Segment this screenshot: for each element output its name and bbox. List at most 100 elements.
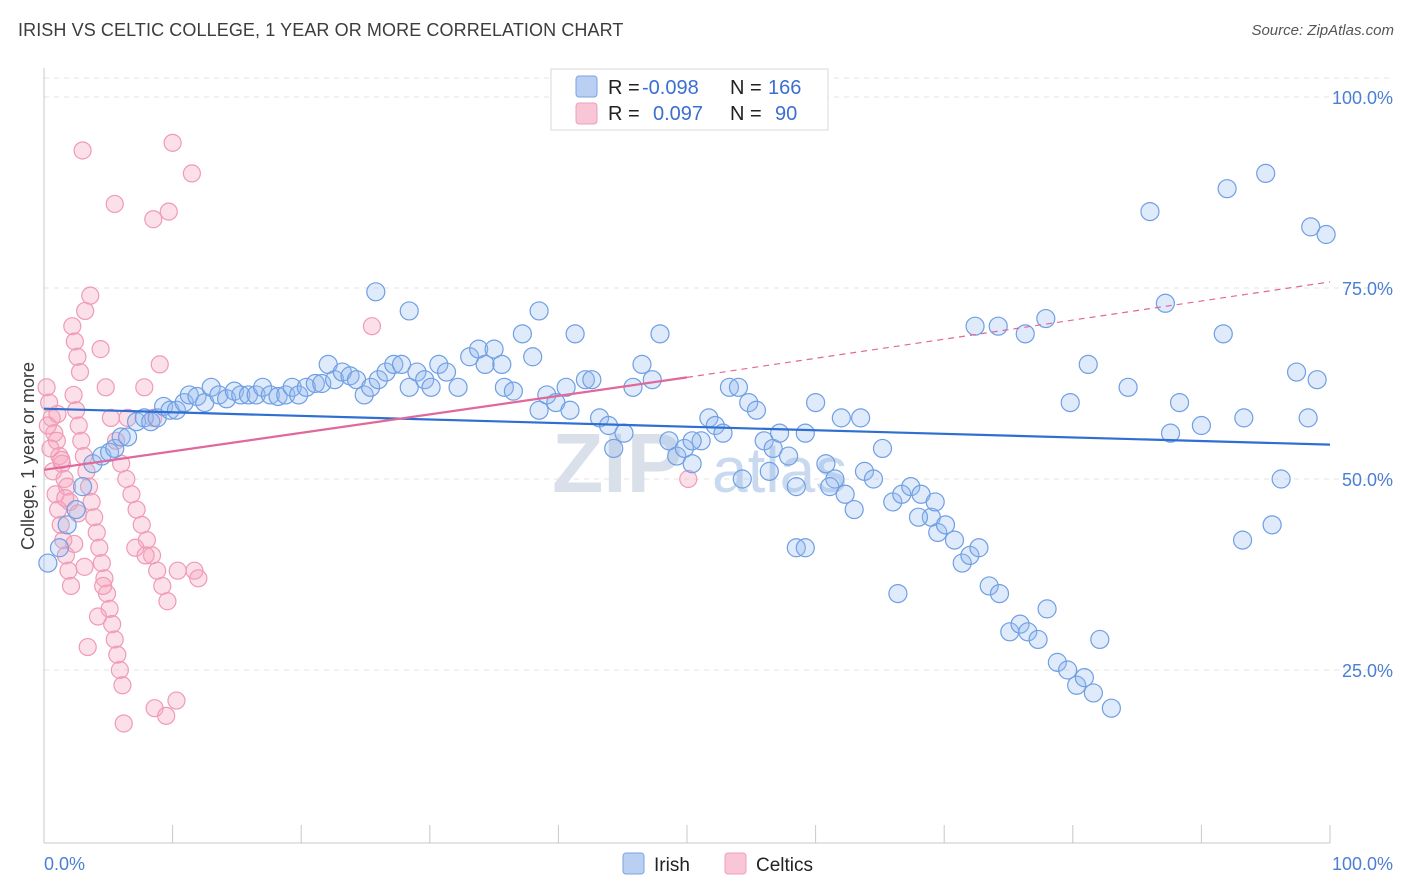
irish-swatch [575, 75, 598, 98]
irish-point [166, 400, 187, 420]
tick-labels: 25.0% 50.0% 75.0% 100.0% 0.0% 100.0% [44, 88, 1393, 874]
irish-point [503, 381, 523, 401]
irish-point [805, 393, 826, 413]
celtics-point [113, 676, 132, 695]
irish-r-label: R = [608, 77, 640, 99]
irish-point [187, 386, 207, 407]
source-credit: Source: ZipAtlas.com [1251, 22, 1394, 39]
irish-point [105, 438, 125, 459]
irish-point [1060, 393, 1080, 413]
y-tick-label: 25.0% [1342, 661, 1393, 681]
celtics-point [73, 141, 92, 160]
irish-point [312, 373, 332, 394]
irish-point [851, 408, 871, 428]
celtics-point [144, 210, 163, 229]
irish-point [908, 507, 929, 527]
celtics-trend-extension [686, 281, 1331, 378]
trend-lines [43, 281, 1331, 471]
irish-trend-line [43, 407, 1331, 446]
irish-point [282, 377, 302, 397]
irish-point [1083, 683, 1103, 703]
celtics-point [72, 431, 91, 450]
irish-point [72, 477, 93, 497]
irish-point [201, 377, 221, 397]
irish-point [1234, 408, 1254, 428]
irish-point [1262, 515, 1282, 535]
y-axis-label: College, 1 year or more [18, 362, 38, 550]
celtics-point [79, 477, 99, 496]
celtics-point [168, 561, 187, 580]
celtics-point [59, 561, 78, 580]
celtics-point [122, 485, 141, 504]
irish-point [659, 431, 679, 451]
irish-point [1217, 179, 1237, 199]
celtics-point [92, 553, 111, 573]
celtics-point [126, 538, 145, 557]
irish-point [325, 370, 345, 390]
celtics-point [82, 492, 101, 512]
celtics-point [189, 569, 208, 588]
irish-point [1298, 408, 1318, 428]
irish-point [935, 515, 956, 535]
irish-n-value: 166 [768, 77, 801, 99]
irish-point [376, 362, 396, 382]
celtics-point [70, 362, 90, 382]
celtics-point [76, 301, 95, 321]
celtics-point [64, 385, 83, 405]
irish-point [260, 385, 280, 405]
irish-point [816, 454, 836, 474]
irish-point [928, 522, 948, 543]
celtics-point [135, 378, 154, 397]
celtics-point [136, 546, 155, 565]
irish-point [1160, 423, 1181, 443]
celtics-point [153, 576, 172, 596]
irish-point [512, 324, 532, 344]
irish-point [682, 454, 702, 474]
irish-point [253, 377, 273, 397]
irish-point [872, 438, 893, 459]
x-tick-label: 0.0% [44, 854, 85, 874]
irish-point [1118, 377, 1138, 397]
irish-point [820, 477, 840, 497]
stats-legend: R = -0.098 N = 166 R = 0.097 N = 90 [550, 68, 829, 131]
irish-point [436, 362, 457, 382]
irish-point [231, 385, 251, 405]
irish-point [989, 583, 1010, 604]
irish-point [1169, 393, 1190, 413]
celtics-point [85, 508, 104, 527]
y-tick-label: 50.0% [1342, 470, 1393, 490]
irish-point [38, 553, 58, 573]
irish-point [391, 354, 412, 374]
irish-point [529, 400, 549, 420]
celtics-point [65, 534, 84, 554]
celtics-point [37, 378, 56, 397]
celtics-point [101, 408, 120, 427]
irish-point [778, 446, 799, 466]
irish-point [1191, 415, 1212, 436]
irish-series [38, 163, 1336, 718]
irish-point [795, 423, 815, 443]
irish-point [728, 377, 749, 397]
irish-point [582, 370, 602, 390]
irish-point [1067, 675, 1087, 695]
celtics-swatch [575, 102, 598, 125]
celtics-point [159, 202, 178, 221]
irish-point [111, 427, 131, 447]
irish-point [217, 389, 237, 409]
irish-legend-swatch [622, 852, 645, 875]
irish-point [1232, 530, 1253, 550]
irish-point [429, 354, 449, 374]
irish-point [888, 583, 908, 604]
irish-point [632, 354, 652, 374]
irish-point [560, 400, 580, 420]
irish-point [1301, 217, 1321, 237]
x-tick-label: 100.0% [1332, 854, 1393, 874]
irish-point [475, 354, 495, 374]
irish-point [682, 431, 702, 451]
irish-point [492, 354, 512, 374]
irish-point [1307, 370, 1327, 390]
irish-legend-label: Irish [654, 855, 690, 876]
irish-point [399, 377, 419, 397]
celtics-n-label: N = [730, 103, 762, 125]
celtics-trend-line [43, 376, 688, 471]
